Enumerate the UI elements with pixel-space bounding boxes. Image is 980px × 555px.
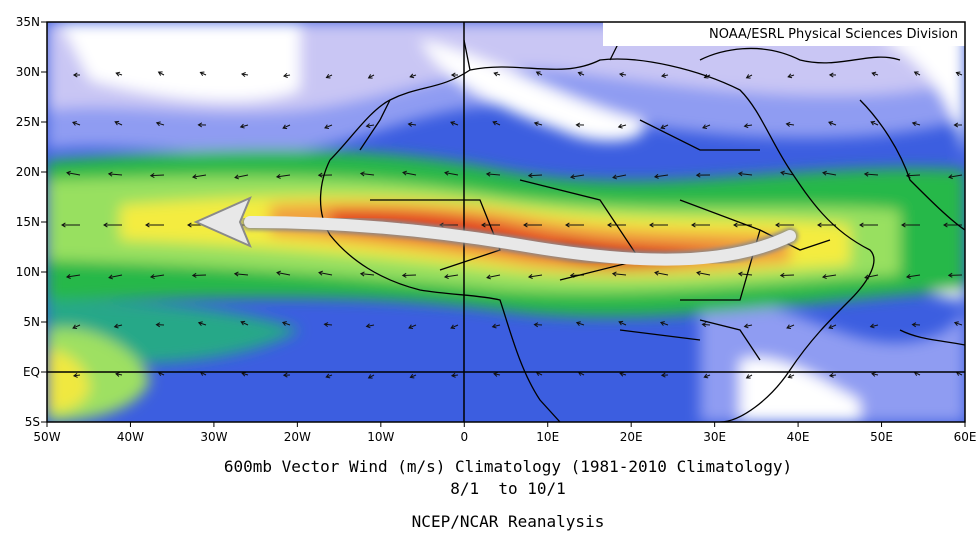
wind-vector-head xyxy=(452,422,456,426)
wind-vector xyxy=(956,424,962,425)
wind-vector xyxy=(200,424,206,425)
wind-vector xyxy=(327,425,332,428)
lon-label: 20E xyxy=(620,430,643,444)
lon-label: 0 xyxy=(460,430,468,444)
wind-vector xyxy=(746,425,752,427)
wind-vector xyxy=(663,425,668,428)
wind-vector xyxy=(781,275,794,276)
lat-label: 10N xyxy=(16,265,40,279)
lon-label: 30W xyxy=(200,430,227,444)
lon-label: 10W xyxy=(367,430,394,444)
wind-vector-head xyxy=(200,423,204,427)
lat-label: 25N xyxy=(16,115,40,129)
wind-vector xyxy=(151,175,164,176)
wind-vector-head xyxy=(788,423,791,427)
lon-labels: 50W 40W 30W 20W 10W 0 10E 20E 30E 40E 50E 60E xyxy=(33,422,976,444)
lat-label: EQ xyxy=(23,365,40,379)
wind-vector-head xyxy=(410,423,413,427)
wind-vector xyxy=(578,424,584,425)
lon-label: 50E xyxy=(870,430,893,444)
wind-vector-head xyxy=(663,424,667,428)
lat-labels: 35N 30N 25N 20N 15N 10N 5N EQ 5S xyxy=(16,15,47,429)
lat-label: 20N xyxy=(16,165,40,179)
wind-vector xyxy=(368,425,374,427)
caption-source: NCEP/NCAR Reanalysis xyxy=(412,512,605,531)
wind-vector-head xyxy=(620,423,624,427)
wind-vector xyxy=(285,425,290,428)
lat-label: 35N xyxy=(16,15,40,29)
wind-vector-head xyxy=(956,423,960,427)
lat-label: 5S xyxy=(25,415,40,429)
lon-label: 10E xyxy=(536,430,559,444)
lat-label: 30N xyxy=(16,65,40,79)
wind-vector xyxy=(159,423,164,425)
lat-label: 15N xyxy=(16,215,40,229)
lon-label: 50W xyxy=(33,430,60,444)
wind-vector-head xyxy=(242,423,246,427)
wind-field xyxy=(47,22,965,428)
wind-vector-head xyxy=(368,424,372,428)
lon-label: 40W xyxy=(117,430,144,444)
wind-vector xyxy=(830,423,836,425)
caption-title: 600mb Vector Wind (m/s) Climatology (198… xyxy=(224,457,792,476)
wind-vector-head xyxy=(285,424,289,428)
wind-vector-head xyxy=(578,423,582,427)
wind-vector xyxy=(452,423,458,425)
lon-label: 30E xyxy=(703,430,726,444)
wind-vector-head xyxy=(830,422,834,426)
caption-dates: 8/1 to 10/1 xyxy=(450,479,566,498)
credit: NOAA/ESRL Physical Sciences Division xyxy=(709,27,958,42)
wind-vector xyxy=(915,423,920,425)
wind-vector xyxy=(620,425,626,426)
wind-vector xyxy=(242,425,248,426)
lon-label: 40E xyxy=(787,430,810,444)
wind-vector-head xyxy=(327,424,331,428)
wind-vector-head xyxy=(705,424,709,428)
wind-vector xyxy=(74,423,80,425)
lon-label: 20W xyxy=(284,430,311,444)
wind-vector xyxy=(705,425,710,428)
wind-vector-head xyxy=(74,422,78,426)
wind-vector-head xyxy=(746,424,750,428)
wind-vector xyxy=(537,423,542,425)
lat-label: 5N xyxy=(23,315,40,329)
lon-label: 60E xyxy=(954,430,977,444)
